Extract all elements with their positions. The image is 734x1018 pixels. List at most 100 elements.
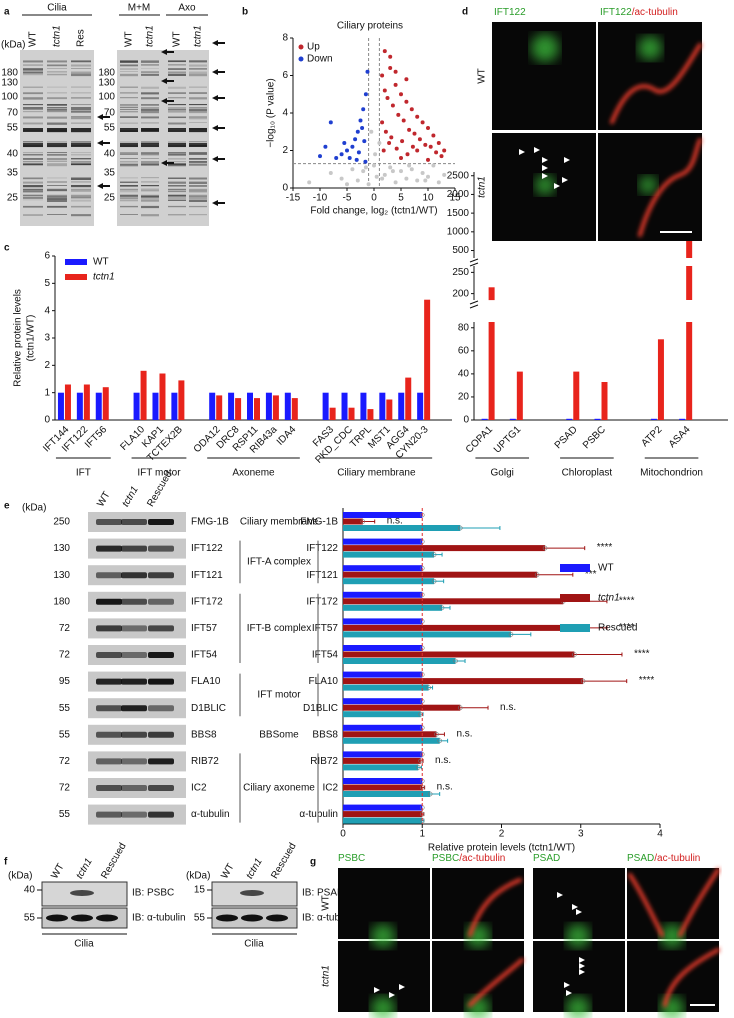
scatter-point: [405, 152, 410, 157]
gel-band: [168, 110, 186, 113]
gel-band: [120, 214, 138, 215]
gel-band: [71, 163, 91, 165]
bar: [76, 392, 83, 420]
data-dot: [572, 652, 577, 657]
marker-label: 25: [7, 193, 19, 204]
gel-band: [189, 71, 207, 74]
scatter-point: [328, 171, 333, 175]
scatter-point: [436, 180, 441, 185]
blot-label: IB: α-tubulin: [132, 913, 186, 924]
data-dot: [457, 705, 463, 711]
gel-band: [47, 177, 67, 179]
x-tick-label: -5: [343, 193, 352, 204]
gel-band: [120, 194, 138, 196]
gel-band: [23, 190, 43, 193]
blot-band: [121, 519, 147, 525]
data-dot: [431, 552, 437, 557]
scatter-point: [393, 180, 398, 185]
arrow: [97, 140, 110, 146]
red-signal: [663, 948, 720, 1007]
lane-label: Rescued: [99, 841, 128, 881]
gel-band: [141, 181, 159, 183]
arrowhead: [579, 969, 585, 975]
gel-band: [47, 163, 67, 167]
bar: [367, 409, 374, 420]
sample-label: Cilia: [244, 939, 264, 950]
label-part: IFT122: [494, 7, 526, 18]
scatter-point: [400, 139, 405, 144]
gel-band: [23, 214, 43, 216]
size-label: 72: [59, 756, 71, 767]
gel-band: [120, 116, 138, 118]
data-dot: [542, 545, 548, 551]
bar: [343, 817, 423, 824]
y-tick-label: 500: [452, 245, 469, 256]
arrow: [212, 95, 225, 101]
gel-band: [120, 64, 138, 67]
bar: [343, 525, 461, 531]
gel-band: [189, 107, 207, 109]
gel-band: [168, 185, 186, 186]
scatter-point: [350, 144, 355, 149]
bar: [343, 645, 423, 651]
y-tick-label: 0: [282, 183, 288, 194]
marker-label: 25: [104, 193, 116, 204]
arrowhead: [554, 183, 560, 189]
gel-band: [189, 163, 207, 166]
gel-band: [23, 128, 43, 132]
blot-band: [121, 705, 147, 712]
bar: [152, 392, 159, 420]
bar: [601, 382, 608, 420]
y-tick-label: BBS8: [312, 729, 338, 740]
scatter-point: [366, 182, 371, 187]
scatter-point: [388, 165, 393, 170]
scatter-point: [417, 137, 422, 142]
gel-band: [47, 71, 67, 73]
gel-band: [47, 158, 67, 161]
bar: [343, 591, 423, 598]
scatter-point: [387, 141, 392, 145]
gel-band: [168, 60, 186, 63]
blot-band: [148, 598, 174, 605]
gel-band: [189, 109, 207, 112]
size-label: 55: [59, 729, 71, 740]
gel-band: [189, 60, 207, 63]
unit-label: (kDa): [1, 40, 25, 51]
blot-band: [96, 625, 122, 632]
blot-band: [121, 811, 147, 818]
gel-band: [189, 128, 207, 132]
group-label: IFT-A complex: [247, 557, 311, 568]
marker-label: 40: [104, 149, 116, 160]
marker-label: 180: [1, 68, 18, 79]
group-label: Golgi: [491, 468, 514, 479]
x-tick-label: IFT56: [83, 424, 110, 451]
gel-band: [71, 161, 91, 163]
scatter-point: [361, 169, 366, 174]
gel-band: [168, 197, 186, 199]
gel-band: [189, 116, 207, 118]
scatter-point: [365, 69, 370, 74]
y-tick-label: 8: [282, 33, 288, 44]
significance-label: ****: [597, 542, 613, 553]
bar: [516, 371, 523, 420]
bar: [209, 392, 216, 420]
gel-band: [141, 153, 159, 156]
blot-band: [148, 625, 174, 632]
scatter-point: [307, 180, 312, 185]
scatter-point: [356, 150, 361, 155]
gel-band: [141, 163, 159, 166]
lane-label: WT: [124, 31, 135, 47]
y-tick-label: FMG-1B: [300, 517, 338, 528]
gel-band: [189, 116, 207, 120]
gel-band: [47, 181, 67, 183]
group-label: BBSome: [259, 729, 299, 740]
gel-band: [141, 199, 159, 202]
gel-band: [141, 122, 159, 124]
y-tick-label: 80: [458, 322, 470, 333]
blot-band: [96, 519, 122, 525]
scatter-point: [399, 156, 403, 160]
gel-band: [23, 104, 43, 106]
label-part: PSAD: [627, 853, 654, 864]
bar: [343, 784, 423, 791]
x-axis-label: Relative protein levels (tctn1/WT): [428, 843, 575, 854]
